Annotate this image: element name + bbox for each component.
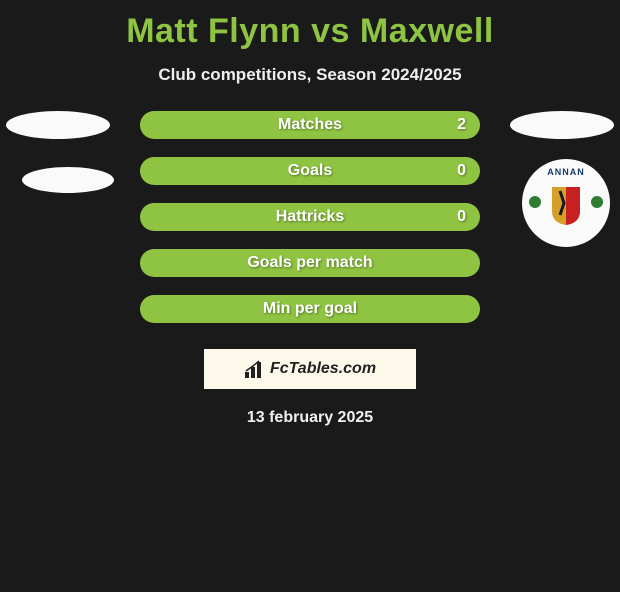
badge-top-text: ANNAN [547,167,585,177]
stat-right-value: 0 [457,162,466,180]
stat-rows: Matches 2 Goals 0 Hattricks 0 Goals per … [140,111,480,323]
footer-date: 13 february 2025 [0,409,620,427]
left-ellipse-2 [22,167,114,193]
stat-row-matches: Matches 2 [140,111,480,139]
annan-badge: ANNAN [522,159,610,247]
bars-icon [244,360,266,378]
logo-main: Tables [289,360,339,377]
fctables-logo-link[interactable]: FcTables.com [204,349,416,389]
logo-prefix: Fc [270,360,289,377]
stat-label: Goals [288,162,332,180]
left-team-placeholders [0,111,114,193]
stat-row-hattricks: Hattricks 0 [140,203,480,231]
comparison-content: ANNAN Matches 2 Goals 0 Hattricks 0 [0,111,620,427]
left-ellipse-1 [6,111,110,139]
comparison-subtitle: Club competitions, Season 2024/2025 [0,65,620,85]
badge-shield-icon [550,185,582,225]
stat-label: Goals per match [247,254,372,272]
stat-label: Hattricks [276,208,344,226]
stat-right-value: 2 [457,116,466,134]
right-team-badges: ANNAN [510,111,620,247]
stat-label: Matches [278,116,342,134]
stat-label: Min per goal [263,300,357,318]
logo-text: FcTables.com [270,360,376,378]
logo-suffix: .com [339,360,376,377]
comparison-title: Matt Flynn vs Maxwell [0,12,620,51]
right-ellipse-1 [510,111,614,139]
badge-thistle-left-icon [528,195,542,209]
stat-row-goals-per-match: Goals per match [140,249,480,277]
stat-row-goals: Goals 0 [140,157,480,185]
stat-row-min-per-goal: Min per goal [140,295,480,323]
badge-thistle-right-icon [590,195,604,209]
stat-right-value: 0 [457,208,466,226]
